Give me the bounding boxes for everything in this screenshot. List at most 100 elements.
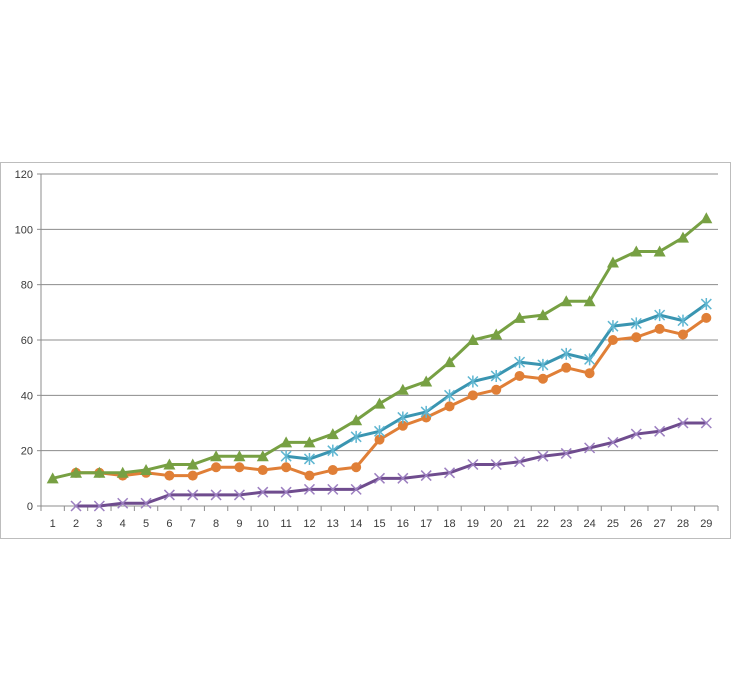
x-tick-label: 27 <box>654 518 666 530</box>
data-point <box>117 497 129 509</box>
data-point <box>187 489 199 501</box>
data-point <box>654 323 665 334</box>
data-point <box>631 332 642 343</box>
data-point <box>466 334 479 345</box>
data-point <box>560 347 572 360</box>
data-point <box>280 486 292 498</box>
data-point <box>444 389 456 402</box>
y-tick-label: 40 <box>21 390 33 402</box>
data-point <box>397 472 409 484</box>
data-point <box>163 489 175 501</box>
data-point <box>607 335 618 345</box>
x-tick-label: 4 <box>120 518 126 530</box>
data-point <box>257 486 269 498</box>
data-point <box>491 384 502 395</box>
data-point <box>537 373 548 384</box>
data-point <box>280 436 293 448</box>
data-point <box>373 472 386 484</box>
data-point <box>514 370 525 381</box>
x-tick-label: 15 <box>373 518 385 530</box>
data-point <box>444 401 455 412</box>
data-point <box>303 436 316 448</box>
data-point <box>514 356 526 369</box>
data-point <box>677 329 688 340</box>
data-point <box>350 414 363 426</box>
series-x <box>70 417 712 512</box>
data-point <box>327 465 338 476</box>
data-point <box>140 497 152 509</box>
y-tick-label: 120 <box>15 169 33 181</box>
data-point <box>676 231 689 243</box>
data-point <box>256 450 269 462</box>
data-point <box>584 442 596 454</box>
data-point <box>700 212 713 224</box>
x-tick-label: 17 <box>420 518 432 530</box>
data-point <box>677 314 689 327</box>
data-point <box>186 458 199 470</box>
data-point <box>561 362 572 373</box>
data-point <box>583 295 596 307</box>
data-point <box>630 317 642 330</box>
data-point <box>467 390 478 401</box>
y-tick-label: 60 <box>21 335 33 347</box>
data-point <box>350 430 362 443</box>
data-point <box>374 434 385 445</box>
data-point <box>444 467 456 479</box>
data-point <box>233 489 245 501</box>
data-point <box>537 450 549 462</box>
x-tick-label: 19 <box>467 518 479 530</box>
x-tick-label: 29 <box>700 518 712 530</box>
data-point <box>630 245 643 257</box>
data-point <box>303 483 315 495</box>
data-point <box>584 368 595 379</box>
x-tick-label: 26 <box>630 518 642 530</box>
x-tick-label: 5 <box>143 518 149 530</box>
data-point <box>467 375 479 388</box>
data-point <box>327 444 339 457</box>
y-tick-label: 0 <box>27 501 33 513</box>
x-tick-label: 18 <box>443 518 455 530</box>
x-tick-label: 6 <box>166 518 172 530</box>
x-tick-label: 8 <box>213 518 219 530</box>
data-point <box>490 328 503 340</box>
x-tick-label: 23 <box>560 518 572 530</box>
data-point <box>281 462 292 473</box>
data-point <box>350 483 362 495</box>
data-point <box>116 466 129 478</box>
x-tick-label: 25 <box>607 518 619 530</box>
data-point <box>607 320 619 333</box>
data-point <box>303 452 315 465</box>
data-point <box>163 458 176 470</box>
data-point <box>351 462 362 473</box>
data-point <box>70 500 82 512</box>
data-point <box>234 462 245 473</box>
data-point <box>210 450 223 462</box>
data-point <box>187 470 198 481</box>
y-tick-label: 80 <box>21 280 33 292</box>
data-point <box>93 466 106 478</box>
data-point <box>700 298 712 311</box>
data-point <box>606 256 619 268</box>
data-point <box>257 465 268 476</box>
data-point <box>420 375 433 387</box>
gridlines <box>41 173 718 452</box>
data-point <box>93 500 105 512</box>
data-point <box>653 245 666 257</box>
data-point <box>327 483 339 495</box>
axes <box>37 173 719 511</box>
x-tick-label: 2 <box>73 518 79 530</box>
x-tick-label: 12 <box>303 518 315 530</box>
data-point <box>560 447 572 459</box>
data-point <box>513 311 526 323</box>
x-tick-label: 14 <box>350 518 362 530</box>
y-tick-label: 100 <box>15 224 33 236</box>
data-point <box>607 436 619 448</box>
series-line <box>76 316 708 478</box>
data-point <box>514 456 526 468</box>
data-point <box>46 472 59 484</box>
data-point <box>397 411 409 424</box>
data-point <box>420 470 432 482</box>
data-point <box>630 428 642 440</box>
data-point <box>584 353 596 366</box>
